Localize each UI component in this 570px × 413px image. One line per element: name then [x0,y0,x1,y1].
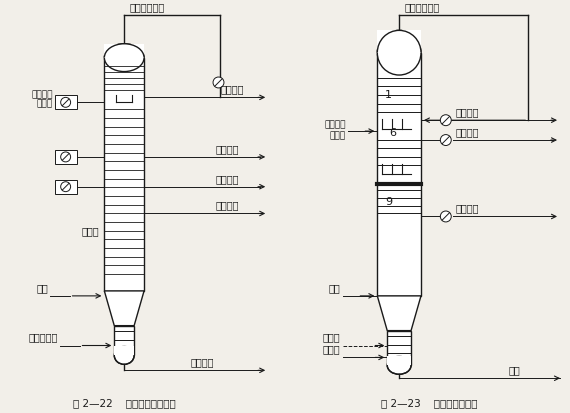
Text: 水蒸气: 水蒸气 [323,332,341,342]
Bar [114,347,134,356]
Bar [104,44,144,58]
Text: 减压三线: 减压三线 [215,174,239,184]
Bar [377,31,421,53]
Text: 图 2—23    燃料油型减压塔: 图 2—23 燃料油型减压塔 [381,398,477,408]
Polygon shape [377,296,421,331]
Text: 接抽真空系统: 接抽真空系统 [404,2,439,12]
Text: 渣油: 渣油 [508,365,520,375]
Text: 减压四线: 减压四线 [215,201,239,211]
Text: 一线蜡油: 一线蜡油 [456,107,479,117]
Text: 抽出板: 抽出板 [36,100,53,109]
Ellipse shape [114,347,134,364]
Circle shape [441,135,451,145]
Ellipse shape [377,31,421,75]
Circle shape [60,152,71,162]
Text: 6: 6 [389,128,396,138]
Circle shape [60,97,71,107]
Bar [377,53,421,296]
Circle shape [441,115,451,126]
Text: 破沫网: 破沫网 [82,226,99,236]
Polygon shape [104,291,144,326]
Text: 二线蜡油: 二线蜡油 [456,127,479,137]
Text: 抽出板: 抽出板 [329,132,345,140]
Text: 升汽管型: 升汽管型 [31,90,53,99]
Text: 过热水蒸气: 过热水蒸气 [28,332,58,342]
Text: 急冷油: 急冷油 [323,344,341,354]
Text: 减压二线: 减压二线 [215,144,239,154]
Text: 进料: 进料 [36,283,48,293]
Ellipse shape [104,44,144,71]
Text: 9: 9 [385,197,392,206]
Text: 进料: 进料 [329,283,341,293]
Text: 过汽化油: 过汽化油 [456,204,479,214]
Ellipse shape [387,356,411,374]
Circle shape [213,77,224,88]
Text: 减压渣油: 减压渣油 [191,357,214,367]
Bar [55,150,76,164]
Bar [114,326,134,356]
Bar [55,180,76,194]
Bar [387,356,411,366]
Circle shape [441,211,451,222]
Text: 接抽真空系统: 接抽真空系统 [129,2,164,12]
Circle shape [60,182,71,192]
Text: 图 2—22    润滑油型减压塔图: 图 2—22 润滑油型减压塔图 [73,398,176,408]
Bar [104,58,144,291]
Text: 减压一线: 减压一线 [221,84,244,95]
Bar [55,95,76,109]
Text: 升汽管型: 升汽管型 [324,121,345,130]
Bar [387,331,411,366]
Text: 1: 1 [385,90,392,100]
